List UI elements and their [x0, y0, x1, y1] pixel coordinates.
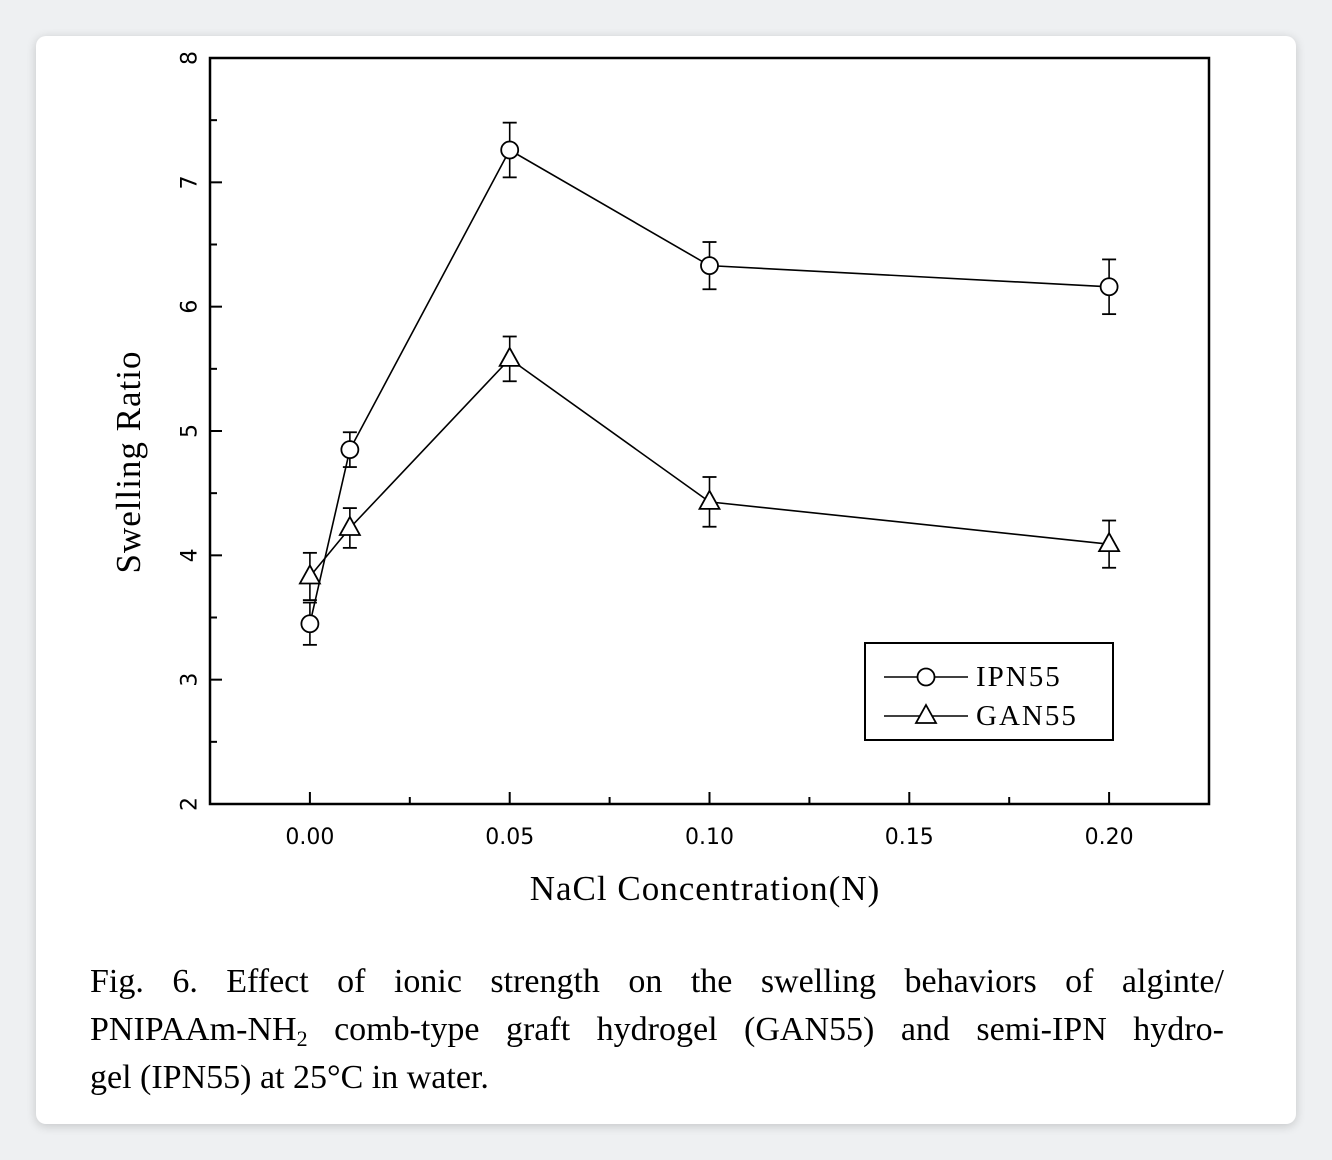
- x-axis-title: NaCl Concentration(N): [530, 869, 881, 908]
- caption-word: Effect: [226, 963, 309, 1000]
- y-tick-label: 8: [178, 51, 203, 65]
- caption-word: alginte/: [1121, 963, 1224, 1000]
- series-ipn55: [300, 121, 1119, 646]
- caption-word: Fig.: [90, 963, 144, 1000]
- y-axis-title: Swelling Ratio: [109, 350, 148, 573]
- caption-word: and: [900, 1011, 950, 1048]
- y-tick-label: 4: [178, 548, 203, 562]
- legend-marker-gan55: [914, 703, 938, 724]
- legend-box: [864, 642, 1114, 741]
- caption-word: (GAN55): [744, 1011, 875, 1048]
- caption-word: PNIPAAm-NH2: [90, 1006, 308, 1054]
- x-tick-label: 0.10: [685, 825, 734, 850]
- caption-word: hydro-: [1133, 1011, 1224, 1048]
- caption-word: 6.: [172, 963, 198, 1000]
- caption-subscript: 2: [296, 1026, 308, 1051]
- caption-formula: PNIPAAm-NH: [90, 1011, 297, 1048]
- caption-word: behaviors: [904, 963, 1037, 1000]
- caption-word: of: [1065, 963, 1094, 1000]
- caption-line-2: PNIPAAm-NH2 comb-type graft hydrogel (GAN55)…: [90, 1006, 1224, 1054]
- caption-line-3: gel (IPN55) at 25°C in water.: [90, 1059, 489, 1096]
- x-tick-label: 0.15: [885, 825, 934, 850]
- data-point: [340, 440, 360, 460]
- y-tick-label: 6: [178, 300, 203, 314]
- data-point: [1097, 531, 1121, 553]
- caption-word: swelling: [760, 963, 877, 1000]
- caption-word: of: [337, 963, 366, 1000]
- data-point: [700, 256, 719, 276]
- legend-label-ipn55: IPN55: [976, 661, 1062, 693]
- caption-word: the: [690, 963, 733, 1000]
- x-tick-label: 0.00: [285, 825, 334, 850]
- axis-ticks: [210, 57, 1111, 805]
- series-line: [309, 148, 1110, 624]
- caption-line-1: Fig. 6. Effect of ionic strength on the swelling…: [90, 958, 1224, 1006]
- caption-word: on: [628, 963, 663, 1000]
- data-point: [498, 346, 522, 367]
- x-tick-labels: 0.00 0.05 0.10 0.15 0.20: [285, 825, 1133, 850]
- caption-word: hydrogel: [596, 1011, 718, 1048]
- y-tick-label: 5: [178, 424, 203, 438]
- legend-label-gan55: GAN55: [976, 700, 1078, 732]
- figure-caption: Fig. 6. Effect of ionic strength on the swelling…: [90, 958, 1224, 1102]
- caption-word: ionic: [393, 963, 462, 1000]
- y-tick-label: 2: [178, 797, 203, 811]
- data-point: [697, 489, 722, 510]
- series-line: [309, 357, 1110, 577]
- x-tick-label: 0.05: [485, 825, 534, 850]
- data-point: [1099, 277, 1119, 297]
- series-layer: [298, 121, 1121, 646]
- caption-word: comb-type: [334, 1011, 480, 1048]
- data-point: [298, 563, 322, 585]
- chart: 0.00 0.05 0.10 0.15 0.20 2 3 4 5 6 7 8 NaCl Concen…: [109, 51, 1211, 908]
- series-gan55: [298, 335, 1121, 601]
- y-tick-labels: 2 3 4 5 6 7 8: [178, 51, 203, 811]
- data-point: [300, 614, 320, 634]
- caption-word: strength: [490, 963, 600, 1000]
- caption-word: graft: [505, 1011, 571, 1048]
- legend: IPN55 GAN55: [864, 642, 1114, 741]
- caption-word: semi-IPN: [976, 1011, 1107, 1048]
- legend-marker-ipn55: [916, 667, 936, 687]
- x-tick-label: 0.20: [1085, 825, 1134, 850]
- y-tick-label: 7: [178, 175, 203, 189]
- y-tick-label: 3: [178, 673, 203, 687]
- data-point: [500, 140, 520, 160]
- data-point: [338, 515, 362, 536]
- figure-card: [36, 36, 1296, 1124]
